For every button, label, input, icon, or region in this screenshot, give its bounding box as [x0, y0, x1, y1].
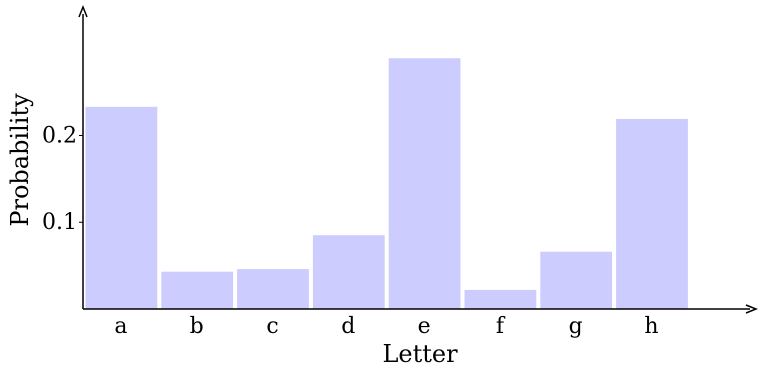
y-tick-label: 0.2 — [42, 123, 77, 148]
x-tick-label-b: b — [190, 314, 204, 339]
y-axis-title: Probability — [6, 93, 34, 227]
bar-b — [161, 271, 234, 309]
bar-d — [312, 235, 385, 309]
x-tick-label-c: c — [266, 314, 278, 339]
x-tick-label-a: a — [114, 314, 127, 339]
bar-h — [616, 118, 688, 310]
x-tick-label-d: d — [341, 314, 355, 339]
x-axis-arrow — [745, 304, 759, 314]
y-tick-label: 0.1 — [42, 210, 77, 235]
bars-group — [85, 58, 688, 310]
x-tick-label-f: f — [496, 314, 506, 339]
x-tick-label-h: h — [644, 314, 658, 339]
x-axis-title: Letter — [382, 340, 458, 368]
bar-f — [464, 289, 537, 309]
x-tick-label-e: e — [418, 314, 431, 339]
x-tick-labels-group: a b c d e f g h — [114, 314, 658, 339]
y-ticks-group: 0.1 0.2 — [42, 123, 83, 235]
y-axis-arrow — [78, 4, 88, 18]
axes-group — [78, 4, 759, 314]
bar-a — [85, 106, 158, 309]
x-tick-label-g: g — [569, 314, 583, 339]
bar-e — [388, 58, 461, 309]
bar-g — [540, 251, 613, 309]
bar-c — [237, 269, 309, 309]
